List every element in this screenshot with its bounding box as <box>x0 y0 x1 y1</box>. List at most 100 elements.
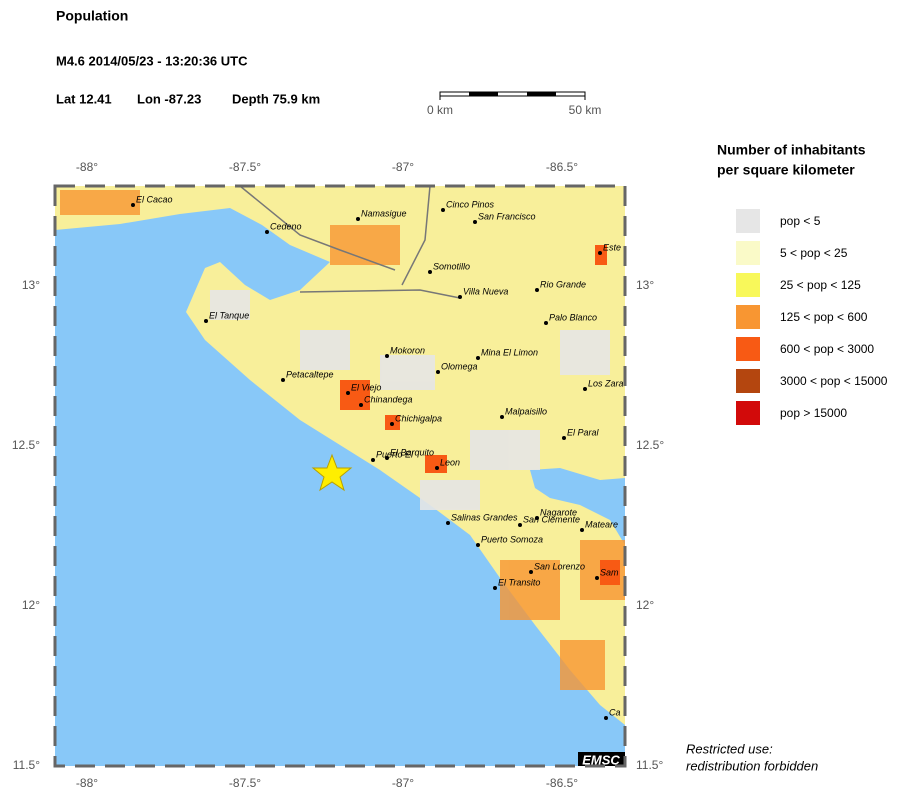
place-label: Mina El Limon <box>481 347 538 357</box>
place-dot <box>385 456 389 460</box>
place-label: Malpaisillo <box>505 406 547 416</box>
place-dot <box>385 354 389 358</box>
place-dot <box>446 521 450 525</box>
place-dot <box>604 716 608 720</box>
legend-label: 5 < pop < 25 <box>780 246 848 260</box>
place-label: El Paral <box>567 427 600 437</box>
place-label: El Viejo <box>351 382 381 392</box>
place-dot <box>476 543 480 547</box>
place-label: Ca <box>609 707 621 717</box>
depth: Depth 75.9 km <box>232 91 320 106</box>
place-label: San Lorenzo <box>534 561 585 571</box>
scale-end: 50 km <box>569 103 602 117</box>
place-label: Chinandega <box>364 394 413 404</box>
place-dot <box>428 270 432 274</box>
place-label: Namasigue <box>361 208 407 218</box>
legend-swatch <box>736 241 760 265</box>
lon-label: -86.5° <box>546 160 578 174</box>
badge-bg <box>578 752 625 766</box>
place-label: El Barquito <box>390 447 434 457</box>
place-dot <box>356 217 360 221</box>
legend-swatch <box>736 401 760 425</box>
place-dot <box>518 523 522 527</box>
place-label: Chichigalpa <box>395 413 442 423</box>
place-dot <box>435 466 439 470</box>
place-dot <box>580 528 584 532</box>
place-label: Rio Grande <box>540 279 586 289</box>
place-dot <box>131 203 135 207</box>
place-dot <box>359 403 363 407</box>
place-dot <box>346 391 350 395</box>
place-label: Mokoron <box>390 345 425 355</box>
lat-label: 11.5° <box>13 758 40 772</box>
lon-label: -87.5° <box>229 160 261 174</box>
place-dot <box>535 288 539 292</box>
place-label: Villa Nueva <box>463 286 508 296</box>
place-label: Sam <box>600 567 619 577</box>
scale-start: 0 km <box>427 103 453 117</box>
place-label: Nagarote <box>540 507 577 517</box>
legend-label: 25 < pop < 125 <box>780 278 861 292</box>
place-label: San Francisco <box>478 211 536 221</box>
place-dot <box>583 387 587 391</box>
place-dot <box>473 220 477 224</box>
lon-label: -86.5° <box>546 776 578 790</box>
legend-title: Number of inhabitants <box>717 142 866 158</box>
place-dot <box>265 230 269 234</box>
place-label: Cinco Pinos <box>446 199 495 209</box>
place-dot <box>500 415 504 419</box>
legend-swatch <box>736 209 760 233</box>
place-dot <box>529 570 533 574</box>
place-dot <box>281 378 285 382</box>
legend-label: 3000 < pop < 15000 <box>780 374 888 388</box>
legend-label: 600 < pop < 3000 <box>780 342 874 356</box>
place-dot <box>441 208 445 212</box>
place-dot <box>535 516 539 520</box>
footer: redistribution forbidden <box>686 758 818 773</box>
place-dot <box>204 319 208 323</box>
place-label: Este <box>603 242 621 252</box>
lat: Lat 12.41 <box>56 91 112 106</box>
badge: EMSC <box>582 752 620 767</box>
place-label: Salinas Grandes <box>451 512 518 522</box>
footer: Restricted use: <box>686 741 773 756</box>
place-label: Palo Blanco <box>549 312 597 322</box>
place-dot <box>493 586 497 590</box>
lat-label: 13° <box>22 278 40 292</box>
place-dot <box>371 458 375 462</box>
lon: Lon -87.23 <box>137 91 201 106</box>
place-label: Puerto El <box>376 449 414 459</box>
lon-label: -87.5° <box>229 776 261 790</box>
legend-label: 125 < pop < 600 <box>780 310 868 324</box>
place-label: San Clemente <box>523 514 580 524</box>
legend-swatch <box>736 273 760 297</box>
lon-label: -88° <box>76 160 98 174</box>
place-label: El Cacao <box>136 194 173 204</box>
place-label: El Tanque <box>209 310 249 320</box>
lat-label: 12.5° <box>636 438 664 452</box>
place-label: Mateare <box>585 519 618 529</box>
legend-swatch <box>736 305 760 329</box>
scale-bar <box>439 91 586 100</box>
place-label: Puerto Somoza <box>481 534 543 544</box>
legend-swatch <box>736 337 760 361</box>
place-dot <box>476 356 480 360</box>
lon-label: -87° <box>392 776 414 790</box>
lat-label: 12° <box>22 598 40 612</box>
lat-label: 13° <box>636 278 654 292</box>
place-label: Olomega <box>441 361 478 371</box>
legend-label: pop > 15000 <box>780 406 847 420</box>
place-dot <box>544 321 548 325</box>
place-label: Cedeno <box>270 221 302 231</box>
place-dot <box>436 370 440 374</box>
lon-label: -88° <box>76 776 98 790</box>
title: Population <box>56 8 128 24</box>
place-dot <box>595 576 599 580</box>
place-dot <box>598 251 602 255</box>
map: El Cacao Cedeno Namasigue Cinco Pinos San Fr… <box>55 186 625 767</box>
lon-label: -87° <box>392 160 414 174</box>
place-dot <box>562 436 566 440</box>
legend-title: per square kilometer <box>717 162 855 178</box>
lat-label: 11.5° <box>636 758 663 772</box>
